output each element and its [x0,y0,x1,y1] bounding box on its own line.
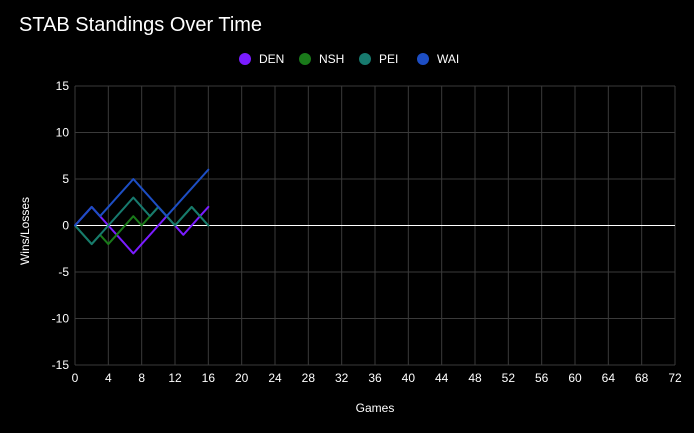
legend-label: PEI [379,52,398,66]
x-tick-label: 72 [668,371,682,385]
y-tick-label: -15 [52,358,70,372]
x-tick-label: 48 [468,371,482,385]
y-tick-label: 10 [56,126,70,140]
x-tick-label: 40 [402,371,416,385]
x-tick-label: 24 [268,371,282,385]
legend-label: NSH [319,52,344,66]
x-tick-label: 60 [568,371,582,385]
series-layer [74,168,210,255]
x-tick-label: 12 [168,371,182,385]
legend-item-pei[interactable]: PEI [359,52,398,66]
x-tick-label: 28 [302,371,316,385]
legend-marker [359,53,371,65]
legend-label: WAI [437,52,459,66]
series-line-wai [74,168,210,227]
x-tick-label: 16 [202,371,216,385]
x-tick-label: 56 [535,371,549,385]
x-tick-label: 52 [502,371,516,385]
x-tick-label: 68 [635,371,649,385]
legend-item-nsh[interactable]: NSH [299,52,344,66]
legend-marker [417,53,429,65]
x-tick-label: 32 [335,371,349,385]
x-tick-label: 44 [435,371,449,385]
legend-label: DEN [259,52,284,66]
x-tick-label: 36 [368,371,382,385]
y-tick-label: -10 [52,312,70,326]
y-tick-label: 15 [56,79,70,93]
y-tick-label: -5 [58,265,69,279]
y-tick-label: 5 [62,172,69,186]
x-tick-label: 20 [235,371,249,385]
x-tick-label: 8 [138,371,145,385]
y-axis-label: Wins/Losses [18,197,32,265]
chart-title: STAB Standings Over Time [19,14,263,36]
legend-item-den[interactable]: DEN [239,52,284,66]
y-tick-label: 0 [62,219,69,233]
axis-layer: 0 4 8 12 16 20 24 28 32 36 40 44 48 52 56 60 64 68 7215105… [52,79,682,385]
series-line-pei [74,196,210,246]
legend-marker [299,53,311,65]
legend-marker [239,53,251,65]
x-tick-label: 64 [602,371,616,385]
x-tick-label: 4 [105,371,112,385]
legend[interactable]: DEN NSH PEI WAI [239,52,459,66]
legend-item-wai[interactable]: WAI [417,52,459,66]
x-tick-label: 0 [72,371,79,385]
x-axis-label: Games [356,401,395,415]
